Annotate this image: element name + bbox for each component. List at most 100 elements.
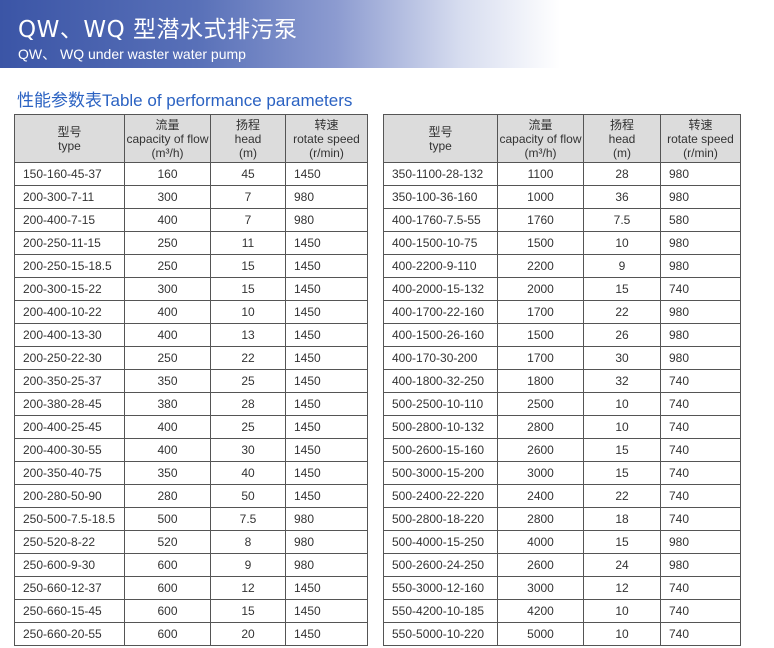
cell-flow: 1500 <box>497 231 584 255</box>
cell-type: 200-400-25-45 <box>14 415 125 439</box>
cell-flow: 250 <box>124 346 211 370</box>
cell-head: 9 <box>583 254 661 278</box>
cell-head: 36 <box>583 185 661 209</box>
table-row: 400-1800-32-250 1800 32 740 <box>383 369 741 393</box>
cell-type: 200-350-40-75 <box>14 461 125 485</box>
cell-type: 150-160-45-37 <box>14 162 125 186</box>
cell-speed: 740 <box>660 461 741 485</box>
cell-speed: 740 <box>660 599 741 623</box>
cell-speed: 980 <box>660 185 741 209</box>
cell-type: 200-250-11-15 <box>14 231 125 255</box>
column-header-unit: (r/min) <box>683 145 718 160</box>
cell-flow: 400 <box>124 208 211 232</box>
cell-speed: 980 <box>660 300 741 324</box>
cell-speed: 980 <box>660 162 741 186</box>
cell-head: 22 <box>583 300 661 324</box>
cell-head: 40 <box>210 461 286 485</box>
cell-flow: 4000 <box>497 530 584 554</box>
cell-head: 10 <box>583 622 661 646</box>
cell-head: 15 <box>583 530 661 554</box>
column-header-speed: 转速 rotate speed (r/min) <box>660 114 741 163</box>
table-row: 200-400-30-55 400 30 1450 <box>14 438 368 462</box>
column-header-unit: (m³/h) <box>524 145 557 160</box>
cell-type: 200-400-10-22 <box>14 300 125 324</box>
title-banner: QW、WQ 型潜水式排污泵 QW、 WQ under waster water … <box>0 0 560 68</box>
cell-speed: 1450 <box>285 346 368 370</box>
cell-speed: 1450 <box>285 300 368 324</box>
column-header-cn: 扬程 <box>609 117 634 132</box>
cell-speed: 980 <box>285 208 368 232</box>
table-row: 350-100-36-160 1000 36 980 <box>383 185 741 209</box>
cell-speed: 740 <box>660 415 741 439</box>
cell-head: 30 <box>583 346 661 370</box>
table-row: 250-500-7.5-18.5 500 7.5 980 <box>14 507 368 531</box>
cell-type: 250-660-20-55 <box>14 622 125 646</box>
table-row: 250-520-8-22 520 8 980 <box>14 530 368 554</box>
cell-speed: 980 <box>660 553 741 577</box>
cell-flow: 2600 <box>497 438 584 462</box>
column-header-cn: 流量 <box>155 117 180 132</box>
cell-type: 400-1760-7.5-55 <box>383 208 498 232</box>
cell-type: 200-400-7-15 <box>14 208 125 232</box>
cell-flow: 2000 <box>497 277 584 301</box>
cell-speed: 980 <box>660 323 741 347</box>
column-header-unit: (m³/h) <box>151 145 184 160</box>
cell-flow: 300 <box>124 185 211 209</box>
cell-flow: 520 <box>124 530 211 554</box>
cell-flow: 1100 <box>497 162 584 186</box>
table-row: 550-5000-10-220 5000 10 740 <box>383 622 741 646</box>
cell-flow: 400 <box>124 438 211 462</box>
cell-flow: 1700 <box>497 300 584 324</box>
column-header-cn: 转速 <box>314 117 339 132</box>
table-row: 400-1500-26-160 1500 26 980 <box>383 323 741 347</box>
cell-speed: 740 <box>660 622 741 646</box>
cell-type: 400-1500-26-160 <box>383 323 498 347</box>
cell-speed: 1450 <box>285 438 368 462</box>
table-row: 150-160-45-37 160 45 1450 <box>14 162 368 186</box>
column-header-head: 扬程 head (m) <box>210 114 286 163</box>
cell-flow: 1760 <box>497 208 584 232</box>
cell-type: 550-3000-12-160 <box>383 576 498 600</box>
cell-flow: 400 <box>124 323 211 347</box>
cell-head: 8 <box>210 530 286 554</box>
table-row: 200-400-25-45 400 25 1450 <box>14 415 368 439</box>
cell-head: 22 <box>583 484 661 508</box>
column-header-cn: 型号 <box>57 124 82 139</box>
cell-flow: 4200 <box>497 599 584 623</box>
cell-speed: 1450 <box>285 484 368 508</box>
column-header-cn: 流量 <box>528 117 553 132</box>
table-row: 550-4200-10-185 4200 10 740 <box>383 599 741 623</box>
cell-head: 15 <box>210 254 286 278</box>
column-header-en: type <box>58 138 81 153</box>
cell-speed: 980 <box>660 346 741 370</box>
cell-flow: 380 <box>124 392 211 416</box>
cell-flow: 400 <box>124 300 211 324</box>
table-row: 200-250-22-30 250 22 1450 <box>14 346 368 370</box>
table-row: 400-2000-15-132 2000 15 740 <box>383 277 741 301</box>
column-header-en: rotate speed <box>293 131 360 146</box>
cell-type: 200-250-22-30 <box>14 346 125 370</box>
cell-speed: 980 <box>285 185 368 209</box>
cell-flow: 5000 <box>497 622 584 646</box>
column-header-en: type <box>429 138 452 153</box>
cell-type: 400-170-30-200 <box>383 346 498 370</box>
table-row: 200-350-25-37 350 25 1450 <box>14 369 368 393</box>
cell-speed: 1450 <box>285 392 368 416</box>
cell-speed: 1450 <box>285 369 368 393</box>
table-row: 350-1100-28-132 1100 28 980 <box>383 162 741 186</box>
cell-type: 200-400-30-55 <box>14 438 125 462</box>
cell-flow: 600 <box>124 622 211 646</box>
cell-type: 500-3000-15-200 <box>383 461 498 485</box>
cell-type: 550-5000-10-220 <box>383 622 498 646</box>
table-row: 500-2400-22-220 2400 22 740 <box>383 484 741 508</box>
cell-flow: 160 <box>124 162 211 186</box>
cell-speed: 980 <box>285 507 368 531</box>
cell-head: 32 <box>583 369 661 393</box>
column-header-cn: 扬程 <box>235 117 260 132</box>
table-row: 400-1760-7.5-55 1760 7.5 580 <box>383 208 741 232</box>
cell-type: 500-2800-18-220 <box>383 507 498 531</box>
cell-head: 10 <box>210 300 286 324</box>
cell-head: 10 <box>583 599 661 623</box>
cell-head: 20 <box>210 622 286 646</box>
cell-speed: 740 <box>660 484 741 508</box>
